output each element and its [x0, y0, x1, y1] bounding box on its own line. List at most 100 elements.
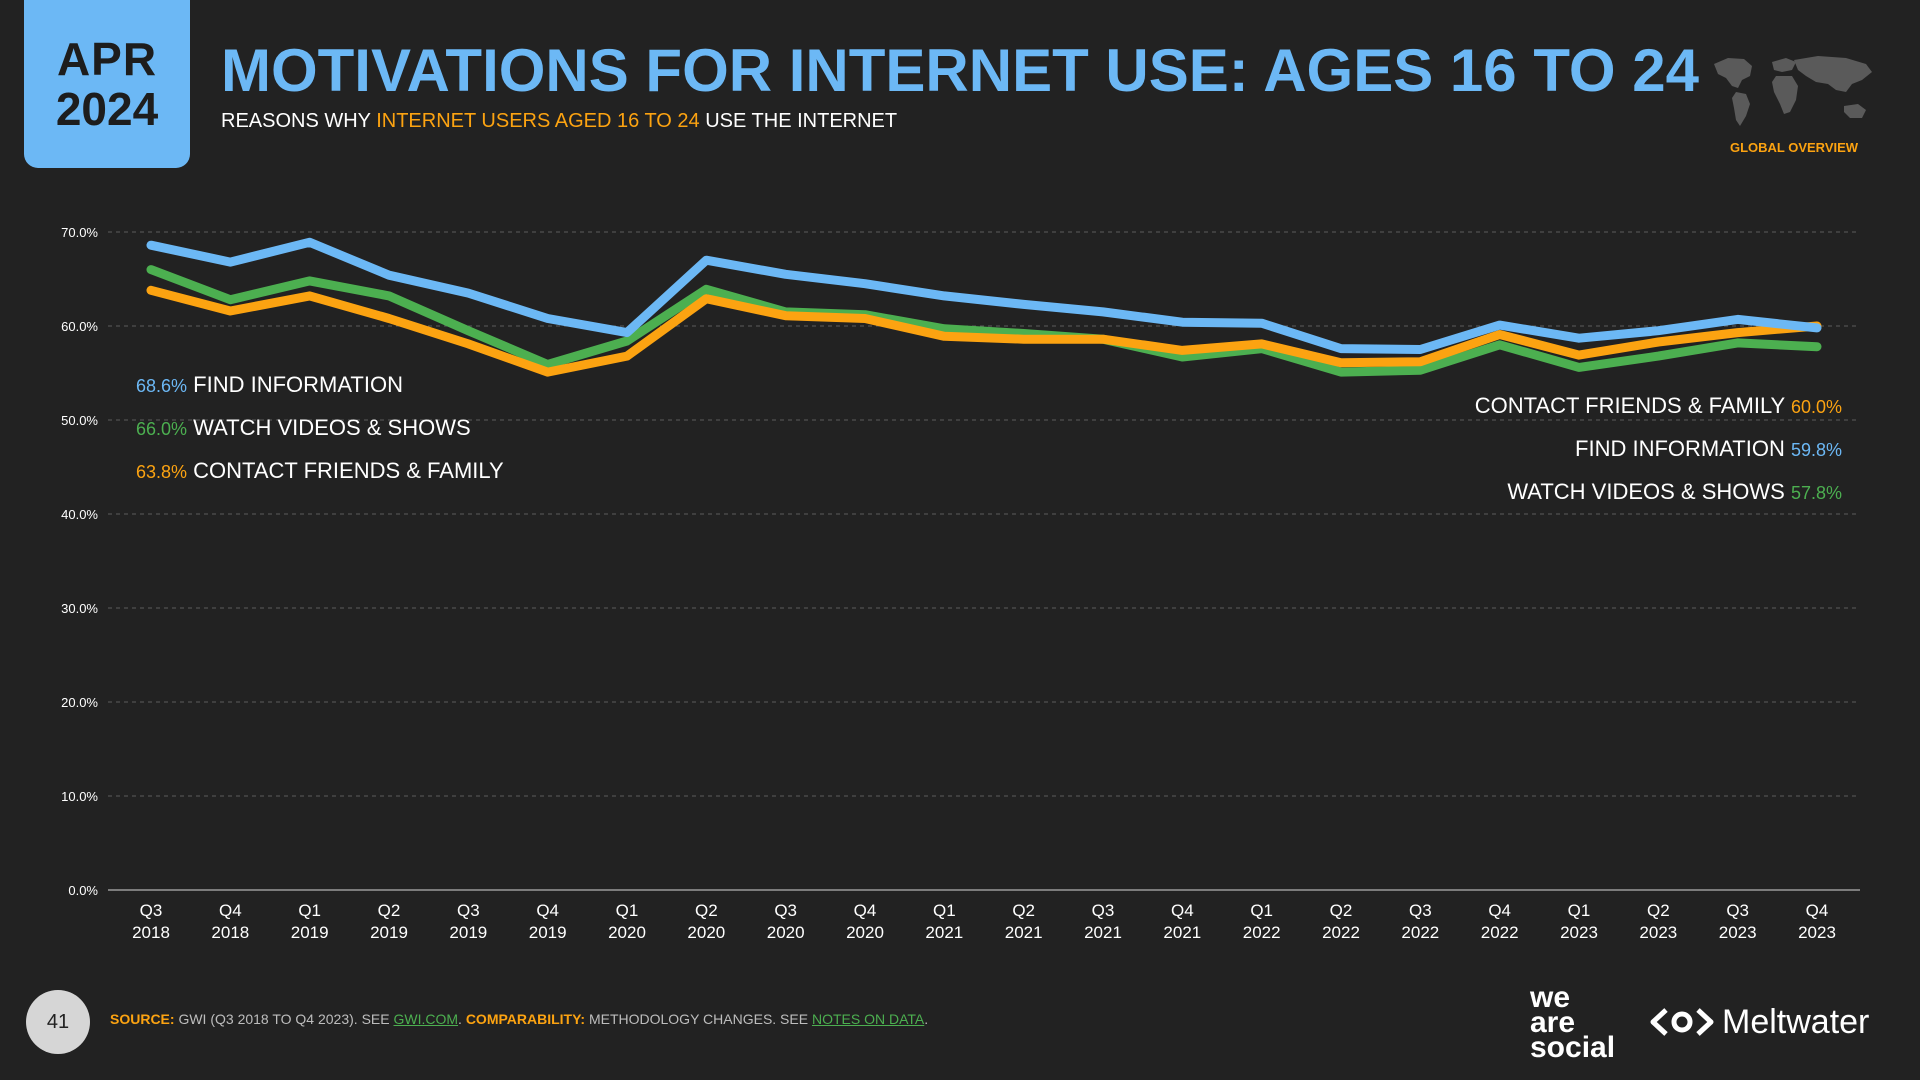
legend-right-item-watch-videos: WATCH VIDEOS & SHOWS 57.8% [1475, 471, 1842, 514]
comparability-end: . [924, 1011, 929, 1027]
source-sep: . [458, 1011, 466, 1027]
subtitle-highlight: INTERNET USERS AGED 16 TO 24 [376, 110, 700, 132]
legend-left-item-watch-videos: 66.0% WATCH VIDEOS & SHOWS [136, 407, 504, 450]
x-tick-label-year: 2019 [370, 923, 408, 942]
x-tick-label-year: 2021 [925, 923, 963, 942]
x-tick-label-year: 2020 [608, 923, 646, 942]
we-are-social-logo: we are social [1530, 981, 1615, 1063]
comparability-text: METHODOLOGY CHANGES. SEE [585, 1011, 812, 1027]
y-tick-label: 40.0% [61, 507, 98, 522]
series-line-find-information [146, 237, 1822, 354]
chart-grid [108, 231, 1860, 891]
source-label: SOURCE: [110, 1011, 175, 1027]
x-tick-label-year: 2022 [1322, 923, 1360, 942]
x-tick-label-quarter: Q1 [298, 901, 321, 920]
x-tick-label-quarter: Q4 [1171, 901, 1194, 920]
x-tick-label-quarter: Q4 [854, 901, 877, 920]
brand-line: we [1530, 981, 1571, 1014]
brand-line: are [1530, 1006, 1576, 1039]
x-tick-label-year: 2023 [1560, 923, 1598, 942]
x-tick-label-quarter: Q1 [933, 901, 956, 920]
y-axis: 0.0% 10.0% 20.0% 30.0% 40.0% 50.0% 60.0% 70.0% [61, 225, 98, 898]
x-tick-label-quarter: Q4 [219, 901, 242, 920]
y-tick-label: 10.0% [61, 789, 98, 804]
x-tick-label-year: 2019 [529, 923, 567, 942]
x-tick-label-quarter: Q3 [140, 901, 163, 920]
notes-on-data-link[interactable]: NOTES ON DATA [811, 1011, 925, 1027]
x-tick-label-year: 2019 [291, 923, 329, 942]
x-tick-label-year: 2022 [1243, 923, 1281, 942]
x-tick-label-quarter: Q1 [1250, 901, 1273, 920]
x-tick-label-year: 2018 [211, 923, 249, 942]
y-tick-label: 70.0% [61, 225, 98, 240]
x-tick-label-year: 2018 [132, 923, 170, 942]
x-tick-label-year: 2020 [767, 923, 805, 942]
legend-left-value: 68.6% [136, 376, 188, 396]
x-tick-label-quarter: Q4 [1806, 901, 1829, 920]
x-tick-label-quarter: Q2 [695, 901, 718, 920]
x-tick-label-quarter: Q2 [1012, 901, 1035, 920]
x-tick-label-year: 2021 [1005, 923, 1043, 942]
legend-left-item-find-information: 68.6% FIND INFORMATION [136, 364, 504, 407]
legend-right-item-find-information: FIND INFORMATION 59.8% [1475, 428, 1842, 471]
x-tick-label-year: 2022 [1481, 923, 1519, 942]
x-tick-label-year: 2019 [449, 923, 487, 942]
y-tick-label: 0.0% [68, 883, 98, 898]
x-tick-label-quarter: Q2 [378, 901, 401, 920]
legend-right-value: 57.8% [1790, 483, 1842, 503]
legend-right-item-contact-friends: CONTACT FRIENDS & FAMILY 60.0% [1475, 385, 1842, 428]
legend-left-label: FIND INFORMATION [193, 372, 403, 397]
x-tick-label-quarter: Q3 [1726, 901, 1749, 920]
x-tick-label-quarter: Q2 [1330, 901, 1353, 920]
x-tick-label-year: 2023 [1639, 923, 1677, 942]
series-line-watch-videos-shows [146, 265, 1822, 377]
legend-left-value: 63.8% [136, 462, 188, 482]
legend-right-label: FIND INFORMATION [1575, 436, 1785, 461]
meltwater-mark-icon [1650, 1008, 1714, 1036]
x-tick-label-quarter: Q4 [1488, 901, 1511, 920]
x-tick-label-quarter: Q3 [774, 901, 797, 920]
x-tick-label-quarter: Q4 [536, 901, 559, 920]
x-tick-label-quarter: Q3 [457, 901, 480, 920]
x-tick-label-year: 2021 [1163, 923, 1201, 942]
legend-left-label: CONTACT FRIENDS & FAMILY [193, 458, 504, 483]
subtitle-post: USE THE INTERNET [699, 110, 898, 132]
x-tick-label-quarter: Q1 [616, 901, 639, 920]
page-subtitle: REASONS WHY INTERNET USERS AGED 16 TO 24… [221, 110, 897, 133]
region-label: GLOBAL OVERVIEW [1729, 140, 1859, 155]
date-month: APR [56, 33, 158, 85]
meltwater-logo: Meltwater [1650, 1000, 1869, 1044]
legend-right-label: CONTACT FRIENDS & FAMILY [1474, 393, 1785, 418]
date-year: 2024 [55, 83, 159, 135]
source-text: GWI (Q3 2018 TO Q4 2023). SEE [174, 1011, 394, 1027]
y-tick-label: 50.0% [61, 413, 98, 428]
x-tick-label-quarter: Q2 [1647, 901, 1670, 920]
source-link[interactable]: GWI.COM [393, 1011, 459, 1027]
page-title: MOTIVATIONS FOR INTERNET USE: AGES 16 TO… [221, 37, 1699, 104]
y-tick-label: 30.0% [61, 601, 98, 616]
x-tick-label-quarter: Q3 [1409, 901, 1432, 920]
x-tick-label-year: 2022 [1401, 923, 1439, 942]
x-tick-label-quarter: Q1 [1568, 901, 1591, 920]
x-tick-label-quarter: Q3 [1092, 901, 1115, 920]
legend-right-value: 59.8% [1790, 440, 1842, 460]
legend-right-label: WATCH VIDEOS & SHOWS [1507, 479, 1785, 504]
x-tick-label-year: 2021 [1084, 923, 1122, 942]
chart-series [146, 237, 1822, 377]
x-axis: Q3 2018 Q4 2018 Q1 2019 Q2 2019 Q3 2019 Q4 2019 Q1 20… [132, 901, 1836, 942]
y-tick-label: 20.0% [61, 695, 98, 710]
legend-left-item-contact-friends: 63.8% CONTACT FRIENDS & FAMILY [136, 450, 504, 493]
subtitle-pre: REASONS WHY [221, 110, 377, 132]
x-tick-label-year: 2020 [687, 923, 725, 942]
x-tick-label-year: 2023 [1719, 923, 1757, 942]
series-line-contact-friends-family [146, 285, 1822, 377]
legend-left-label: WATCH VIDEOS & SHOWS [193, 415, 471, 440]
legend-left-value: 66.0% [136, 419, 188, 439]
date-badge: APR 2024 [24, 0, 190, 168]
legend-right-value: 60.0% [1790, 397, 1842, 417]
page-number: 41 [26, 990, 90, 1054]
comparability-label: COMPARABILITY: [465, 1011, 586, 1027]
world-map-icon [1706, 50, 1882, 134]
meltwater-wordmark: Meltwater [1722, 1002, 1870, 1041]
